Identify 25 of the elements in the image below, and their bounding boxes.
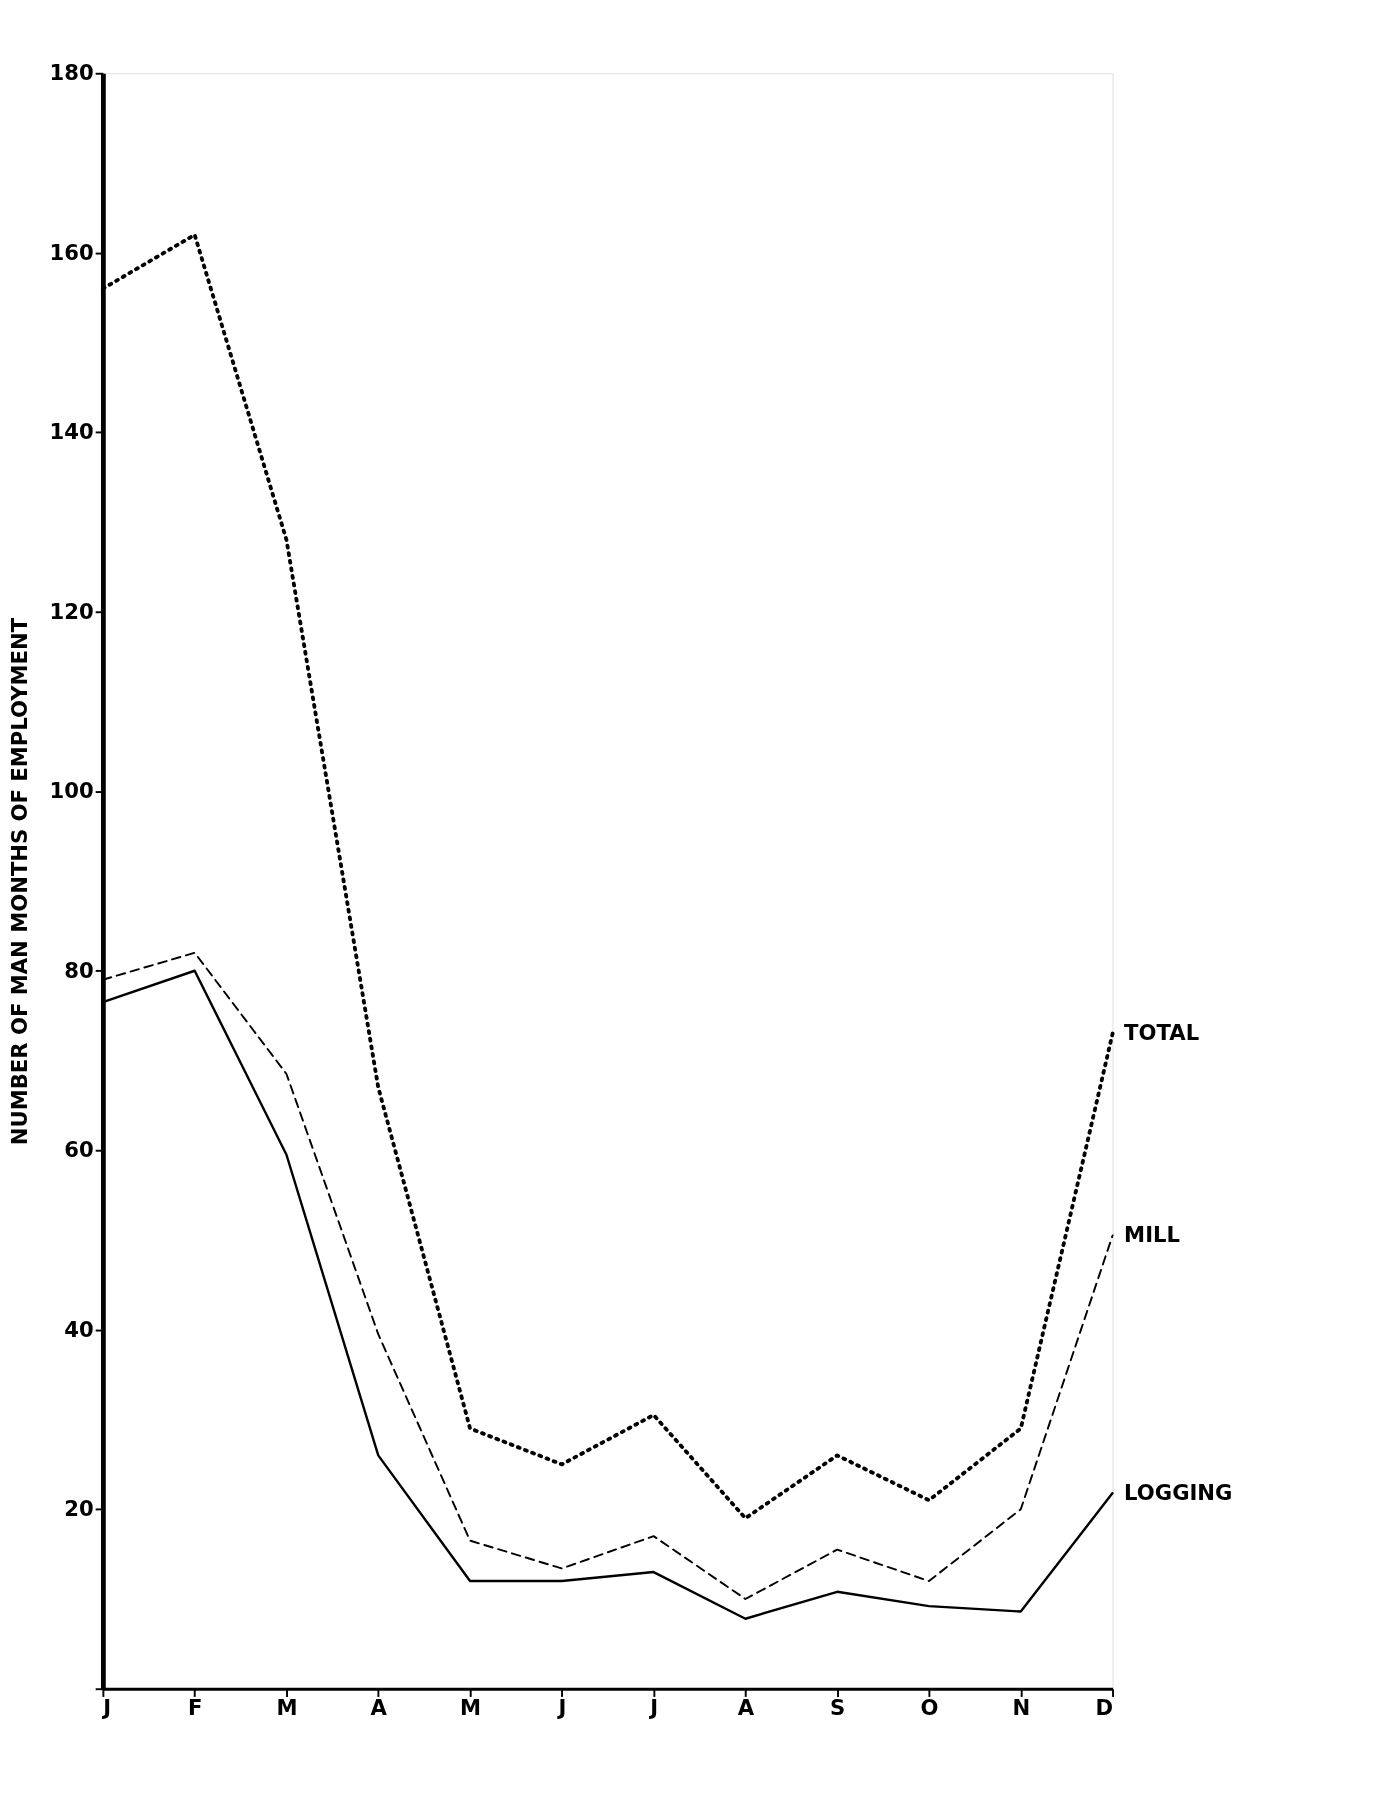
y-tick-label: 180 [49,60,94,86]
y-tick-label: 120 [49,598,94,624]
x-tick-label: M [460,1695,482,1721]
y-tick-label: 100 [49,778,94,804]
x-tick-label: N [1012,1695,1031,1721]
x-tick-label: F [187,1695,203,1721]
series-label: MILL [1124,1222,1180,1248]
y-tick-label: 20 [64,1496,94,1522]
x-tick-label: J [648,1695,659,1721]
x-tick-label: A [370,1695,388,1721]
x-tick-label: M [276,1695,298,1721]
y-tick-label: 80 [64,957,94,983]
series-label: LOGGING [1124,1479,1233,1505]
y-axis-title: NUMBER OF MAN MONTHS OF EMPLOYMENT [7,617,33,1146]
y-tick-label: 140 [49,419,94,445]
y-tick-label: 160 [49,239,94,265]
x-tick-label: S [830,1695,846,1721]
y-tick-label: 60 [64,1137,94,1163]
x-tick-label: J [556,1695,567,1721]
x-tick-label: A [737,1695,755,1721]
y-tick-label: 40 [64,1316,94,1342]
x-tick-label: D [1095,1695,1114,1721]
x-tick-label: J [101,1695,112,1721]
x-tick-label: O [920,1695,939,1721]
series-label: TOTAL [1124,1020,1200,1046]
